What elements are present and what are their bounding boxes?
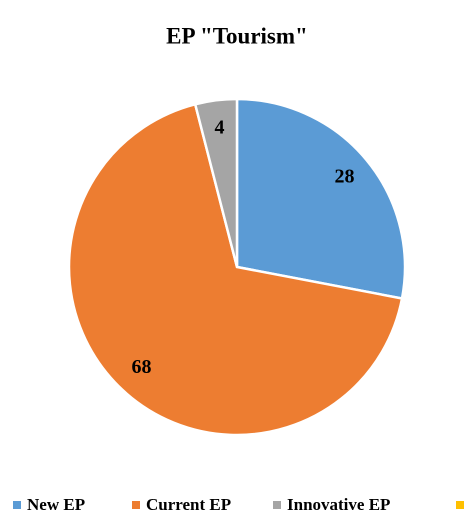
data-label: 68 xyxy=(132,356,152,378)
pie-slice xyxy=(193,97,239,268)
data-label: 4 xyxy=(215,116,225,138)
legend-swatch xyxy=(456,501,464,509)
legend-label: New EP xyxy=(27,495,85,514)
pie-slice xyxy=(235,97,407,300)
chart-title: EP "Tourism" xyxy=(166,23,308,48)
legend-label: Innovative EP xyxy=(287,495,390,514)
data-label: 28 xyxy=(334,166,354,188)
legend-swatch xyxy=(13,501,21,509)
legend-swatch xyxy=(273,501,281,509)
legend-label: Current EP xyxy=(146,495,231,514)
pie-slice xyxy=(67,102,404,437)
legend-swatch xyxy=(132,501,140,509)
